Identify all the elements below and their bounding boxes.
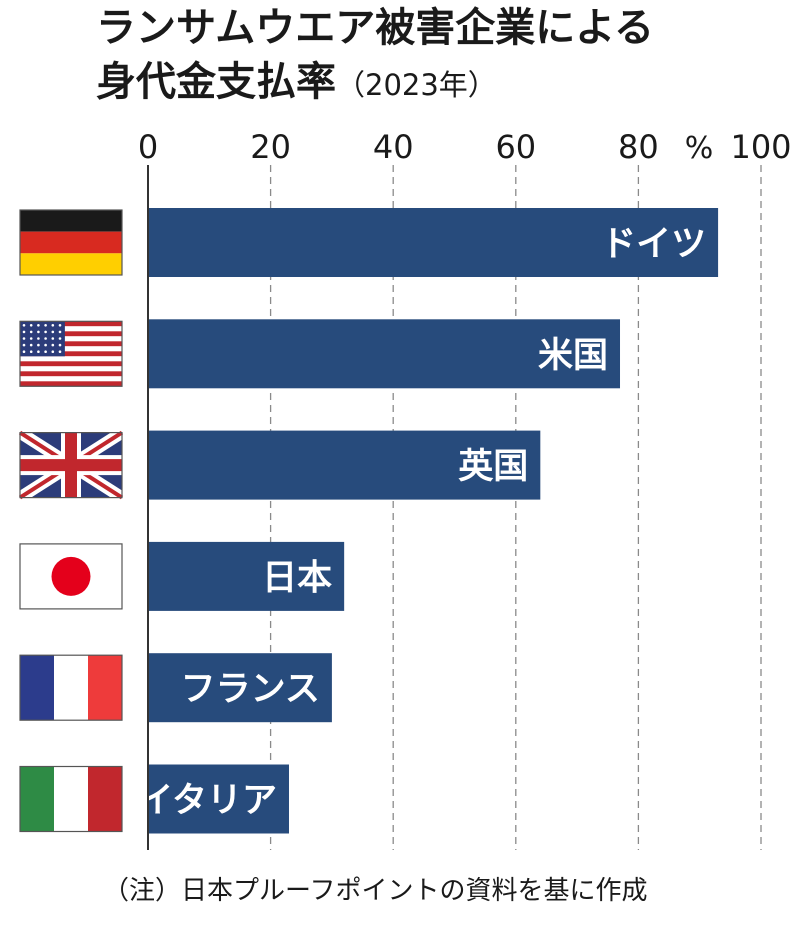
- bar: [148, 541, 345, 611]
- x-tick-label: 0: [138, 128, 158, 166]
- x-tick-label: 40: [373, 128, 414, 166]
- uk-flag-icon: [16, 427, 126, 503]
- unit-label: %: [685, 131, 714, 166]
- bar-label: フランス: [181, 670, 320, 710]
- bar-label: 日本: [262, 558, 332, 598]
- bar: [148, 430, 541, 500]
- bar: [148, 764, 289, 834]
- x-tick-label: 100: [730, 128, 791, 166]
- bar: [148, 208, 719, 277]
- usa-flag-icon: [19, 320, 123, 387]
- bar-label: 英国: [458, 447, 528, 487]
- x-tick-label: 20: [250, 128, 291, 166]
- chart-title-year: （2023年）: [336, 68, 497, 102]
- italy-flag-icon: [19, 765, 123, 833]
- bar-label: ドイツ: [601, 225, 706, 265]
- chart-title-main: 身代金支払率: [96, 59, 336, 105]
- bar: [148, 319, 621, 389]
- bar: [148, 653, 332, 723]
- germany-flag-icon: [19, 209, 123, 276]
- source-note: （注）日本プルーフポイントの資料を基に作成: [103, 876, 648, 906]
- japan-flag-icon: [19, 543, 123, 610]
- france-flag-icon: [19, 654, 123, 721]
- chart-title-line2: 身代金支払率（2023年）: [96, 56, 497, 111]
- x-tick-label: 60: [495, 128, 536, 166]
- bar-label: 米国: [538, 336, 608, 376]
- x-tick-label: 80: [618, 128, 659, 166]
- chart-title: ランサムウエア被害企業による: [96, 5, 654, 51]
- bar-label: イタリア: [138, 781, 277, 821]
